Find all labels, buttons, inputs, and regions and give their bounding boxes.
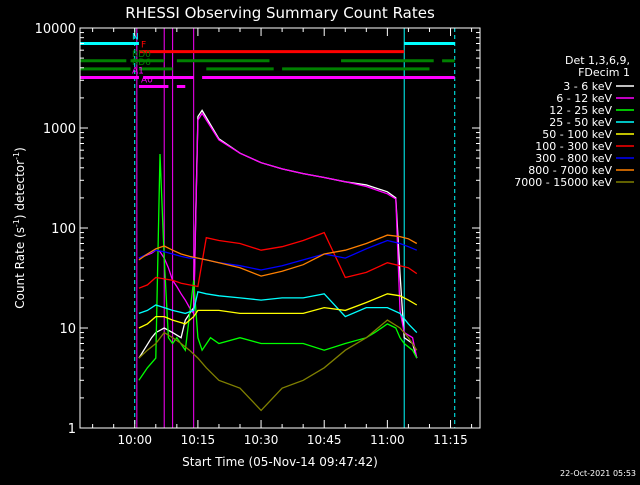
footer-timestamp: 22-Oct-2021 05:53 xyxy=(560,469,636,478)
y-tick-label-4: 1 xyxy=(68,422,76,437)
y-axis-label-sup-1: -1 xyxy=(12,219,21,227)
series-line-5 xyxy=(138,231,418,289)
series-line-4 xyxy=(138,293,418,329)
legend-label-8: 7000 - 15000 keV xyxy=(514,176,612,189)
state-label-n: N xyxy=(132,32,139,42)
x-tick-label-0: 10:00 xyxy=(117,433,152,447)
x-tick-label-2: 10:30 xyxy=(244,433,279,447)
series-line-3 xyxy=(138,291,418,334)
x-tick-label-4: 11:00 xyxy=(370,433,405,447)
legend-label-4: 50 - 100 keV xyxy=(542,128,612,141)
y-tick-label-0: 10000 xyxy=(35,22,76,37)
legend-label-7: 800 - 7000 keV xyxy=(528,164,612,177)
x-tick-label-3: 10:45 xyxy=(307,433,342,447)
y-axis-label: Count Rate (s-1) detector-1) xyxy=(12,147,27,309)
legend-label-2: 12 - 25 keV xyxy=(549,104,612,117)
y-axis-label-sup-2: -1 xyxy=(12,152,21,160)
y-axis-label-main: Count Rate (s xyxy=(13,227,27,309)
series-line-2 xyxy=(138,153,418,381)
y-axis-label-end: ) xyxy=(13,147,27,152)
series-line-8 xyxy=(138,319,418,412)
state-label-f: F xyxy=(141,41,146,51)
legend-label-0: 3 - 6 keV xyxy=(563,80,612,93)
axes: 10000 1000 100 10 1 10:00 10:15 10:30 10:45 11:00… xyxy=(35,22,480,447)
state-label-rd6: RD6 xyxy=(132,58,151,68)
legend-label-1: 6 - 12 keV xyxy=(556,92,612,105)
state-label-a1: A1 xyxy=(132,66,144,76)
y-tick-label-2: 100 xyxy=(51,222,76,237)
legend-header-1: FDecim 1 xyxy=(578,66,630,79)
legend-label-3: 25 - 50 keV xyxy=(549,116,612,129)
chart-title: RHESSI Observing Summary Count Rates xyxy=(125,4,435,22)
state-label-rd0: RD0 xyxy=(132,50,151,60)
y-tick-label-3: 10 xyxy=(59,322,76,337)
x-tick-label-5: 11:15 xyxy=(433,433,468,447)
legend-header-0: Det 1,3,6,9, xyxy=(565,54,630,67)
legend-label-6: 300 - 800 keV xyxy=(535,152,612,165)
legend-label-5: 100 - 300 keV xyxy=(535,140,612,153)
state-label-a0: A0 xyxy=(141,76,153,86)
x-axis-label: Start Time (05-Nov-14 09:47:42) xyxy=(182,455,378,469)
y-axis-label-mid: ) detector xyxy=(13,160,27,219)
series-line-6 xyxy=(138,239,418,271)
series-line-1 xyxy=(138,112,418,359)
x-tick-label-1: 10:15 xyxy=(181,433,216,447)
series-line-7 xyxy=(138,234,418,277)
y-tick-label-1: 1000 xyxy=(43,122,76,137)
